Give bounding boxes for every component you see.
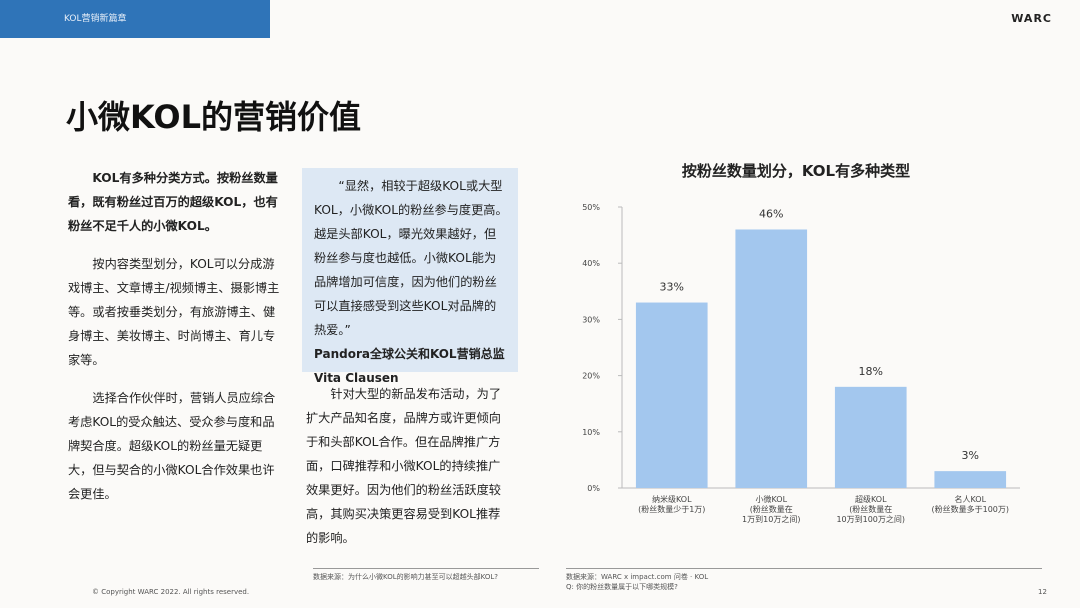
quote-author-title: Pandora全球公关和KOL营销总监 [314, 347, 505, 361]
footnote-rule [566, 568, 1042, 569]
bar [735, 229, 808, 489]
y-tick-label: 20% [582, 372, 600, 381]
y-tick-label: 30% [582, 315, 600, 324]
footnote: 数据来源：WARC x impact.com 问卷 · KOL [566, 573, 709, 581]
y-tick-label: 0% [587, 484, 600, 493]
slide-title: 小微KOL的营销价值 [66, 98, 361, 136]
chart: 按粉丝数量划分，KOL有多种类型 0% 10% 20% 30% 40% 50% 纳米级KOL… [582, 162, 1020, 524]
chart-title: 按粉丝数量划分，KOL有多种类型 [682, 162, 910, 180]
data-label: 46% [759, 207, 783, 220]
x-tick-label: 名人KOL (粉丝数量多于100万) [931, 494, 1009, 514]
y-tick-label: 40% [582, 259, 600, 268]
y-tick-label: 50% [582, 203, 600, 212]
data-label: 18% [859, 365, 883, 378]
paragraph: 选择合作伙伴时，营销人员应综合考虑KOL的受众触达、受众参与度和品牌契合度。超级… [68, 391, 276, 501]
quote-text: “显然，相较于超级KOL或大型KOL，小微KOL的粉丝参与度更高。越是头部KOL… [314, 179, 508, 337]
brand: WARC [1011, 12, 1052, 25]
quote-box: “显然，相较于超级KOL或大型KOL，小微KOL的粉丝参与度更高。越是头部KOL… [302, 168, 518, 385]
paragraph: 针对大型的新品发布活动，为了扩大产品知名度，品牌方或许更倾向于和头部KOL合作。… [306, 387, 502, 545]
column: 针对大型的新品发布活动，为了扩大产品知名度，品牌方或许更倾向于和头部KOL合作。… [306, 382, 512, 564]
x-tick-label: 纳米级KOL (粉丝数量少于1万) [638, 494, 705, 514]
bar [934, 471, 1007, 488]
footnote: 数据来源：为什么小微KOL的影响力甚至可以超越头部KOL? [313, 573, 498, 581]
copyright: © Copyright WARC 2022. All rights reserv… [92, 588, 250, 596]
paragraph: KOL有多种分类方式。按粉丝数量看，既有粉丝过百万的超级KOL，也有粉丝不足千人… [68, 171, 278, 233]
paragraph: 按内容类型划分，KOL可以分成游戏博主、文章博主/视频博主、摄影博主等。或者按垂… [68, 257, 280, 367]
footnote-rule [313, 568, 539, 569]
page-number: 12 [1038, 588, 1047, 596]
y-tick-label: 10% [582, 428, 600, 437]
section-tab: KOL营销新篇章 [0, 0, 270, 38]
bar [635, 302, 708, 488]
x-tick-label: 小微KOL (粉丝数量在 1万到10万之间) [742, 494, 800, 524]
data-label: 3% [962, 449, 979, 462]
column: KOL有多种分类方式。按粉丝数量看，既有粉丝过百万的超级KOL，也有粉丝不足千人… [68, 166, 284, 520]
quote-author-name: Vita Clausen [314, 371, 399, 385]
bar [834, 386, 907, 488]
footnote: Q: 你的粉丝数量属于以下哪类规模? [566, 583, 678, 591]
data-label: 33% [660, 281, 684, 294]
x-tick-label: 超级KOL (粉丝数量在 10万到100万之间) [836, 494, 905, 524]
